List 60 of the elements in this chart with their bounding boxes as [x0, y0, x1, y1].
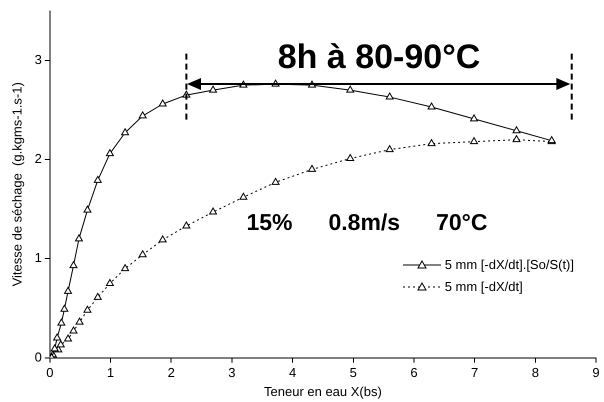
point	[76, 318, 84, 325]
point	[106, 149, 114, 156]
point	[121, 264, 130, 272]
point	[64, 286, 72, 294]
x-tick-label: 1	[106, 365, 114, 380]
point	[470, 137, 478, 144]
legend-label: 5 mm [-dX/dt]	[444, 278, 523, 296]
annotation: 8h à 80-90°C	[278, 38, 480, 77]
x-tick-label: 0	[46, 365, 54, 380]
point	[470, 114, 478, 122]
point	[70, 326, 78, 334]
point	[64, 334, 72, 342]
point	[386, 92, 394, 100]
point	[346, 154, 354, 162]
annotation: 15%	[246, 208, 292, 236]
y-tick-label: 0	[34, 349, 42, 364]
point	[428, 102, 436, 110]
point	[182, 221, 190, 228]
y-tick-label: 1	[34, 250, 42, 266]
legend-label: 5 mm [-dX/dt].[So/S(t)]	[444, 256, 574, 274]
point	[138, 111, 147, 118]
point	[428, 139, 436, 146]
point	[209, 86, 218, 93]
point	[94, 292, 102, 300]
point	[83, 306, 92, 313]
x-tick-label: 5	[350, 365, 357, 380]
point	[512, 126, 520, 134]
point	[56, 340, 65, 348]
y-tick-label: 3	[34, 52, 42, 67]
point	[386, 145, 394, 152]
point	[60, 304, 68, 312]
point	[158, 99, 167, 106]
x-tick-label: 6	[410, 365, 418, 380]
x-tick-label: 4	[288, 365, 296, 380]
x-tick-label: 3	[228, 365, 236, 380]
point	[138, 250, 147, 258]
y-tick-label: 2	[34, 151, 42, 166]
x-tick-label: 7	[471, 365, 478, 380]
point	[74, 234, 83, 242]
x-tick-label: 2	[168, 365, 175, 380]
point	[70, 261, 78, 268]
point	[94, 176, 102, 183]
point	[346, 86, 354, 93]
x-axis-title: Teneur en eau X(bs)	[264, 384, 382, 399]
x-tick-label: 9	[592, 365, 600, 380]
point	[272, 178, 280, 185]
point	[158, 235, 167, 242]
y-axis-title: Vitesse de séchage (g.kgms-1.s-1)	[9, 82, 24, 286]
point	[512, 135, 520, 142]
point	[83, 206, 92, 213]
annotation: 70°C	[436, 208, 488, 236]
point	[239, 192, 248, 200]
point	[308, 164, 316, 172]
point	[53, 333, 62, 340]
point	[209, 208, 218, 215]
point	[106, 278, 114, 286]
point	[57, 318, 66, 326]
point	[121, 128, 130, 136]
annotation: 0.8m/s	[328, 208, 400, 236]
x-tick-label: 8	[532, 365, 539, 380]
